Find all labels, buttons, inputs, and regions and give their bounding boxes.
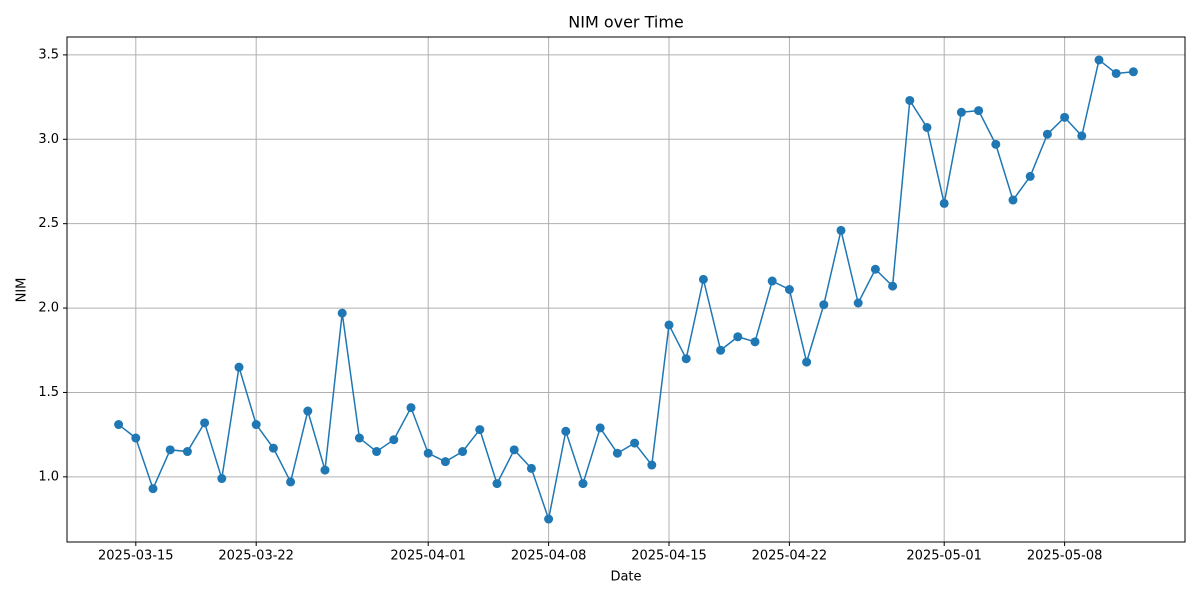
marker (647, 460, 657, 470)
marker (595, 423, 605, 433)
marker (716, 345, 726, 355)
marker (217, 474, 227, 484)
x-axis-label: Date (610, 570, 641, 585)
marker (1042, 129, 1052, 139)
marker (1008, 195, 1018, 205)
marker (698, 274, 708, 284)
marker (440, 457, 450, 467)
marker (182, 447, 192, 457)
marker (286, 477, 296, 487)
marker (268, 443, 278, 453)
marker (114, 420, 124, 430)
marker (320, 465, 330, 475)
x-tick-label: 2025-03-15 (98, 549, 174, 564)
y-tick-label: 2.5 (38, 216, 59, 231)
marker (1111, 68, 1121, 78)
marker (1094, 55, 1104, 65)
marker (630, 438, 640, 448)
marker (578, 479, 588, 489)
y-axis-label: NIM (15, 278, 30, 303)
x-tick-label: 2025-04-08 (511, 549, 587, 564)
marker (148, 484, 158, 494)
marker (939, 198, 949, 208)
marker (1025, 171, 1035, 181)
marker (888, 281, 898, 291)
marker (337, 308, 347, 318)
marker (544, 514, 554, 524)
x-tick-label: 2025-05-08 (1027, 549, 1103, 564)
y-tick-label: 3.0 (38, 132, 59, 147)
marker (165, 445, 175, 455)
marker (251, 420, 261, 430)
marker (303, 406, 313, 416)
x-tick-label: 2025-04-22 (752, 549, 828, 564)
plot-frame (66, 36, 1186, 543)
marker (767, 276, 777, 286)
y-tick-label: 1.5 (38, 385, 59, 400)
marker (200, 418, 210, 428)
marker (1077, 131, 1087, 141)
marker (475, 425, 485, 435)
marker (664, 320, 674, 330)
marker (991, 139, 1001, 149)
marker (1128, 67, 1138, 77)
marker (1060, 112, 1070, 122)
x-tick-label: 2025-04-01 (390, 549, 466, 564)
marker (423, 448, 433, 458)
marker (733, 332, 743, 342)
marker (802, 357, 812, 367)
marker (354, 433, 364, 443)
marker (956, 107, 966, 117)
marker (492, 479, 502, 489)
marker (406, 403, 416, 413)
marker (526, 463, 536, 473)
marker (905, 95, 915, 105)
marker (612, 448, 622, 458)
marker (561, 426, 571, 436)
x-tick-label: 2025-04-15 (631, 549, 707, 564)
marker (509, 445, 519, 455)
x-tick-label: 2025-03-22 (218, 549, 294, 564)
marker (458, 447, 468, 457)
marker (234, 362, 244, 372)
marker (131, 433, 141, 443)
marker (974, 106, 984, 116)
y-tick-label: 1.0 (38, 469, 59, 484)
marker (372, 447, 382, 457)
marker (681, 354, 691, 364)
marker (389, 435, 399, 445)
y-tick-label: 2.0 (38, 301, 59, 316)
x-tick-label: 2025-05-01 (906, 549, 982, 564)
marker (836, 225, 846, 235)
marker (922, 122, 932, 132)
marker (750, 337, 760, 347)
y-tick-label: 3.5 (38, 47, 59, 62)
marker (784, 285, 794, 294)
marker (819, 300, 829, 310)
marker (870, 264, 880, 274)
marker (853, 298, 863, 308)
chart-title: NIM over Time (568, 13, 684, 32)
